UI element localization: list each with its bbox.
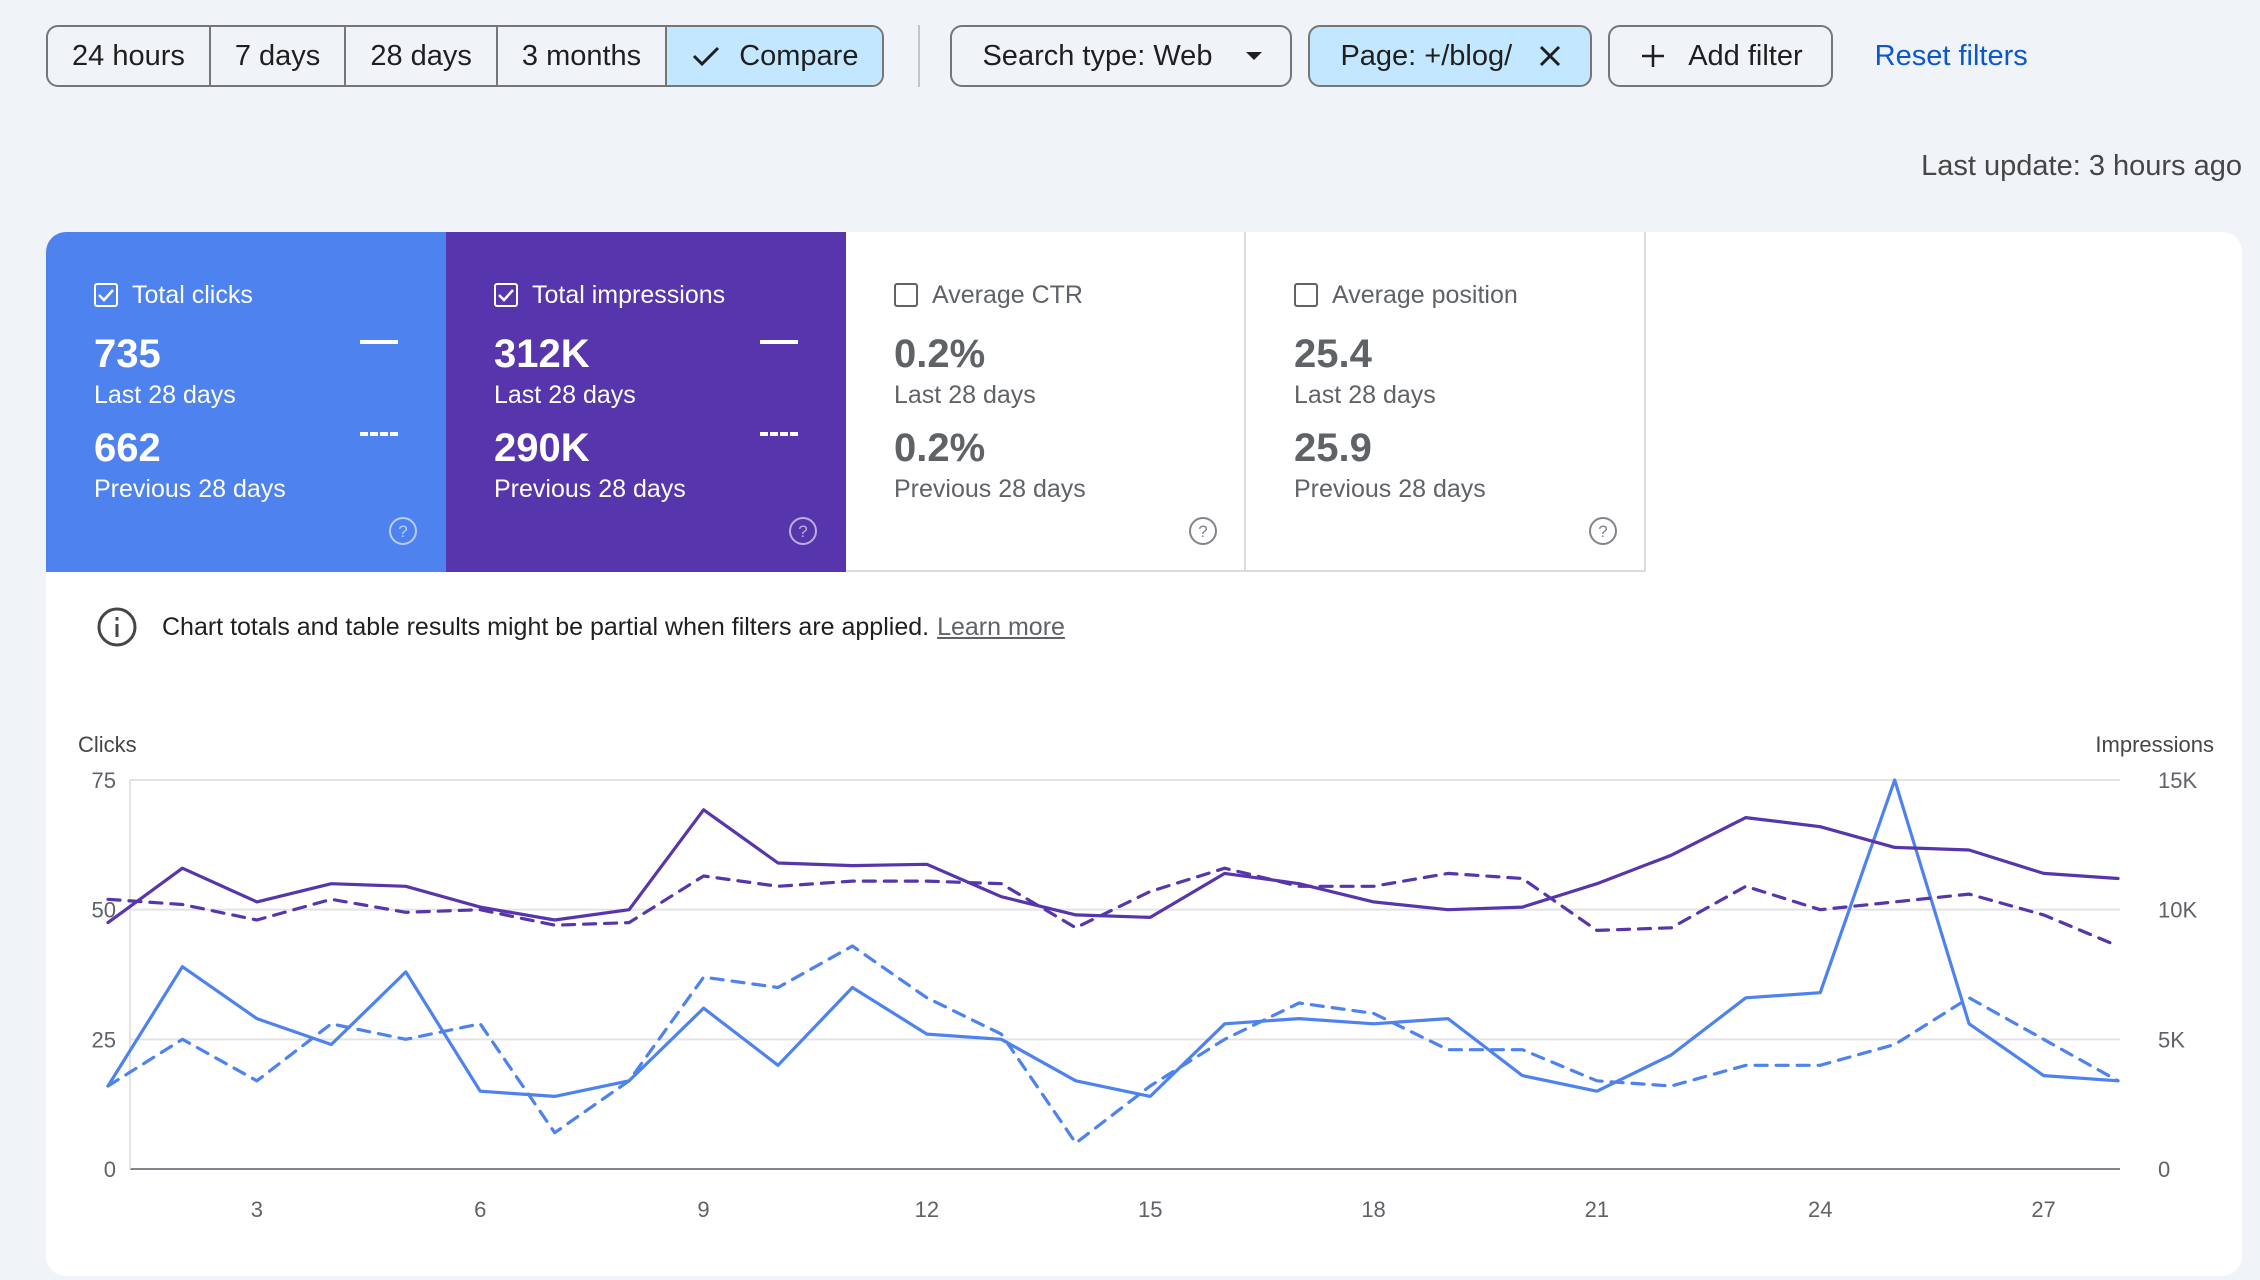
x-tick-label: 6: [474, 1197, 486, 1222]
checkbox-checked-icon[interactable]: [494, 283, 518, 307]
metric-previous-period: Previous 28 days: [894, 475, 1086, 503]
metric-label: Average CTR: [932, 280, 1083, 309]
info-icon: [96, 606, 138, 648]
metric-previous-value: 25.9: [1294, 426, 1372, 470]
svg-text:?: ?: [798, 522, 807, 541]
x-tick-label: 15: [1138, 1197, 1162, 1222]
metric-current-period: Last 28 days: [94, 381, 236, 409]
toolbar-divider: [918, 25, 921, 87]
metric-current-period: Last 28 days: [1294, 381, 1436, 409]
metric-label: Average position: [1332, 280, 1518, 309]
y-right-tick-label: 0: [2158, 1157, 2170, 1182]
x-tick-label: 12: [915, 1197, 939, 1222]
metric-average-ctr[interactable]: Average CTR 0.2% Last 28 days 0.2% Previ…: [846, 232, 1246, 572]
x-tick-label: 27: [2031, 1197, 2055, 1222]
y-left-axis-title: Clicks: [78, 732, 137, 757]
dashed-line-legend-icon: [760, 432, 798, 436]
metric-previous-period: Previous 28 days: [494, 475, 686, 503]
y-right-tick-label: 5K: [2158, 1027, 2185, 1052]
metric-current-period: Last 28 days: [494, 381, 636, 409]
help-icon[interactable]: ?: [388, 516, 418, 551]
impressions-previous-series-line: [106, 866, 2120, 948]
metric-current-value: 735: [94, 332, 161, 376]
svg-text:?: ?: [1598, 522, 1607, 541]
learn-more-link[interactable]: Learn more: [937, 612, 1065, 641]
metric-previous-period: Previous 28 days: [1294, 475, 1486, 503]
search-type-label: Search type: Web: [982, 39, 1213, 72]
impressions-current-series-line: [106, 808, 2120, 925]
clicks-previous-series-line: [106, 944, 2120, 1145]
compare-button[interactable]: Compare: [667, 27, 883, 85]
page-filter-chip[interactable]: Page: +/blog/: [1308, 25, 1593, 87]
checkbox-unchecked-icon[interactable]: [894, 283, 918, 307]
x-tick-label: 18: [1361, 1197, 1385, 1222]
reset-filters-link[interactable]: Reset filters: [1874, 39, 2028, 72]
help-icon[interactable]: ?: [1188, 516, 1218, 551]
solid-line-legend-icon: [360, 340, 398, 344]
date-range-selector: 24 hours 7 days 28 days 3 months Compare: [46, 25, 885, 87]
metric-average-position[interactable]: Average position 25.4 Last 28 days 25.9 …: [1246, 232, 1646, 572]
search-type-dropdown[interactable]: Search type: Web: [950, 25, 1293, 87]
metric-label: Total impressions: [532, 280, 726, 309]
y-left-tick-label: 75: [92, 768, 116, 793]
add-filter-label: Add filter: [1688, 39, 1803, 72]
range-7-days-button[interactable]: 7 days: [211, 27, 347, 85]
metric-total-clicks[interactable]: Total clicks 735 Last 28 days 662 Previo…: [46, 232, 446, 572]
x-tick-label: 3: [251, 1197, 263, 1222]
metric-total-impressions[interactable]: Total impressions 312K Last 28 days 290K…: [446, 232, 846, 572]
x-tick-label: 24: [1808, 1197, 1832, 1222]
performance-card: Total clicks 735 Last 28 days 662 Previo…: [46, 232, 2242, 1276]
metric-current-value: 312K: [494, 332, 590, 376]
dashed-line-legend-icon: [360, 432, 398, 436]
x-tick-label: 9: [697, 1197, 709, 1222]
svg-text:?: ?: [398, 522, 407, 541]
x-tick-label: 21: [1585, 1197, 1609, 1222]
y-left-tick-label: 0: [104, 1157, 116, 1182]
notice-text: Chart totals and table results might be …: [162, 612, 930, 641]
range-24-hours-button[interactable]: 24 hours: [48, 27, 211, 85]
svg-text:?: ?: [1198, 522, 1207, 541]
metric-label: Total clicks: [132, 280, 253, 309]
metric-previous-value: 0.2%: [894, 426, 986, 470]
toolbar: 24 hours 7 days 28 days 3 months Compare…: [46, 25, 2028, 87]
metric-previous-value: 662: [94, 426, 161, 470]
metric-tabs: Total clicks 735 Last 28 days 662 Previo…: [46, 232, 1646, 572]
last-update-text: Last update: 3 hours ago: [1921, 150, 2242, 182]
metric-current-value: 0.2%: [894, 332, 986, 376]
y-left-tick-label: 25: [92, 1027, 116, 1052]
metric-current-value: 25.4: [1294, 332, 1372, 376]
compare-label: Compare: [739, 39, 859, 72]
metric-previous-period: Previous 28 days: [94, 475, 286, 503]
y-right-axis-title: Impressions: [2095, 732, 2214, 757]
y-right-tick-label: 10K: [2158, 898, 2197, 923]
range-28-days-button[interactable]: 28 days: [346, 27, 498, 85]
add-filter-button[interactable]: Add filter: [1608, 25, 1833, 87]
checkmark-icon: [691, 44, 721, 68]
range-3-months-button[interactable]: 3 months: [498, 27, 668, 85]
checkbox-checked-icon[interactable]: [94, 283, 118, 307]
metric-previous-value: 290K: [494, 426, 590, 470]
help-icon[interactable]: ?: [1588, 516, 1618, 551]
checkbox-unchecked-icon[interactable]: [1294, 283, 1318, 307]
close-icon[interactable]: [1538, 44, 1562, 68]
help-icon[interactable]: ?: [788, 516, 818, 551]
plus-icon: [1640, 43, 1666, 69]
dropdown-arrow-icon: [1246, 52, 1263, 60]
y-right-tick-label: 15K: [2158, 768, 2197, 793]
page-filter-label: Page: +/blog/: [1340, 39, 1513, 72]
partial-results-notice: Chart totals and table results might be …: [96, 606, 1065, 648]
metric-current-period: Last 28 days: [894, 381, 1036, 409]
solid-line-legend-icon: [760, 340, 798, 344]
